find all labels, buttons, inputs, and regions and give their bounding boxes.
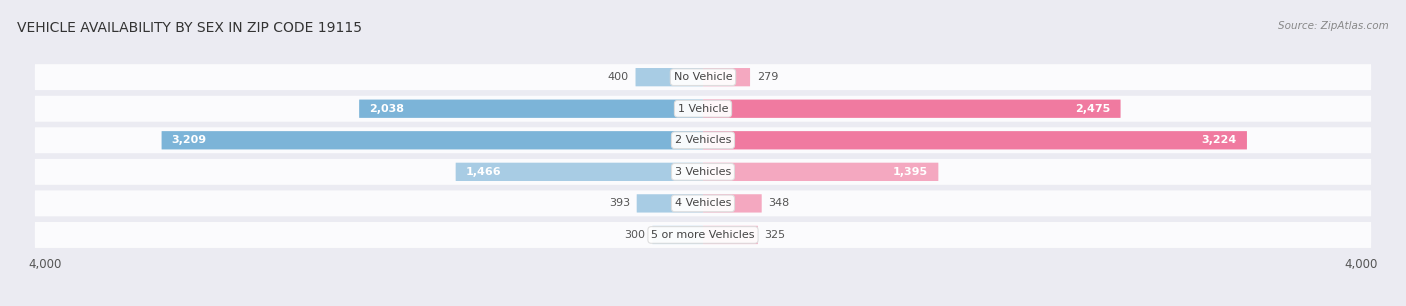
Text: 2 Vehicles: 2 Vehicles [675, 135, 731, 145]
FancyBboxPatch shape [35, 159, 1371, 185]
FancyBboxPatch shape [35, 190, 1371, 216]
FancyBboxPatch shape [162, 131, 703, 149]
Text: 1 Vehicle: 1 Vehicle [678, 104, 728, 114]
FancyBboxPatch shape [636, 68, 703, 86]
Text: 4,000: 4,000 [28, 258, 62, 271]
FancyBboxPatch shape [703, 194, 762, 213]
FancyBboxPatch shape [703, 226, 758, 244]
Text: 5 or more Vehicles: 5 or more Vehicles [651, 230, 755, 240]
Text: 279: 279 [756, 72, 778, 82]
Text: Source: ZipAtlas.com: Source: ZipAtlas.com [1278, 21, 1389, 32]
FancyBboxPatch shape [652, 226, 703, 244]
Text: 2,475: 2,475 [1076, 104, 1111, 114]
Text: 3 Vehicles: 3 Vehicles [675, 167, 731, 177]
Text: 3,209: 3,209 [172, 135, 207, 145]
Text: 1,466: 1,466 [465, 167, 502, 177]
Text: 325: 325 [765, 230, 786, 240]
Text: 4 Vehicles: 4 Vehicles [675, 198, 731, 208]
Text: No Vehicle: No Vehicle [673, 72, 733, 82]
Text: 3,224: 3,224 [1202, 135, 1237, 145]
Text: 4,000: 4,000 [1344, 258, 1378, 271]
FancyBboxPatch shape [703, 163, 938, 181]
FancyBboxPatch shape [703, 99, 1121, 118]
FancyBboxPatch shape [35, 127, 1371, 153]
Text: 400: 400 [607, 72, 628, 82]
Text: 393: 393 [609, 198, 630, 208]
FancyBboxPatch shape [456, 163, 703, 181]
Text: 1,395: 1,395 [893, 167, 928, 177]
FancyBboxPatch shape [35, 222, 1371, 248]
FancyBboxPatch shape [637, 194, 703, 213]
FancyBboxPatch shape [703, 131, 1247, 149]
FancyBboxPatch shape [703, 68, 749, 86]
FancyBboxPatch shape [35, 96, 1371, 122]
Text: VEHICLE AVAILABILITY BY SEX IN ZIP CODE 19115: VEHICLE AVAILABILITY BY SEX IN ZIP CODE … [17, 21, 361, 35]
FancyBboxPatch shape [359, 99, 703, 118]
FancyBboxPatch shape [35, 64, 1371, 90]
Text: 300: 300 [624, 230, 645, 240]
Text: 2,038: 2,038 [370, 104, 405, 114]
Text: 348: 348 [769, 198, 790, 208]
